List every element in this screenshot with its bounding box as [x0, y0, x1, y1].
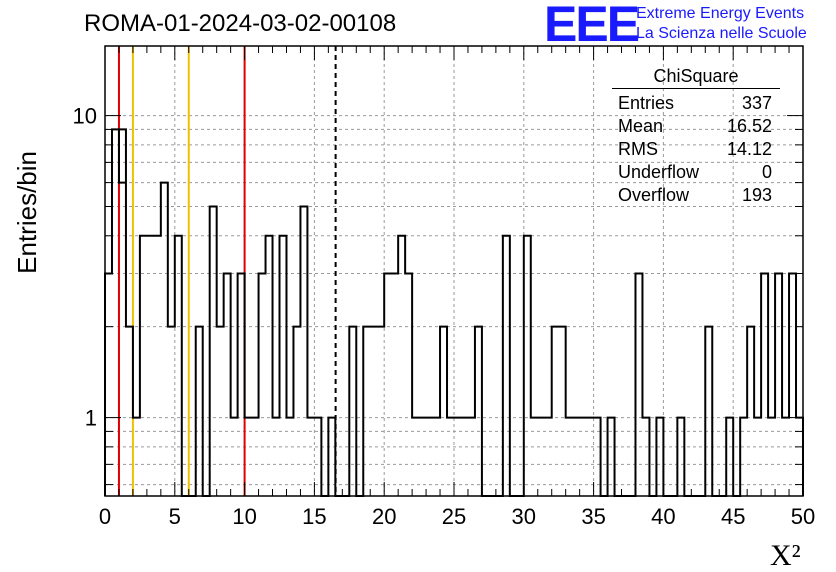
stats-label: RMS — [618, 139, 658, 159]
x-tick-label: 10 — [232, 504, 256, 529]
eee-logo: EEE — [544, 0, 640, 52]
stats-row-mean: Mean 16.52 — [612, 115, 780, 138]
stats-label: Entries — [618, 93, 675, 113]
y-axis-label: Entries/bin — [12, 151, 42, 274]
reference-lines — [117, 46, 337, 496]
stats-label: Overflow — [618, 185, 690, 205]
stats-value: 337 — [741, 93, 772, 113]
x-axis-label: X² — [770, 539, 801, 572]
logo-line-1: Extreme Energy Events — [636, 5, 805, 22]
stats-label: Mean — [618, 116, 664, 136]
histogram-title: ROMA-01-2024-03-02-00108 — [84, 10, 397, 37]
stats-row-rms: RMS 14.12 — [612, 138, 780, 161]
stats-row-entries: Entries 337 — [612, 92, 780, 115]
x-tick-label: 25 — [442, 504, 466, 529]
y-tick-label: 1 — [85, 406, 97, 431]
x-tick-label: 5 — [169, 504, 181, 529]
x-tick-label: 15 — [302, 504, 326, 529]
stats-row-overflow: Overflow 193 — [612, 184, 780, 207]
x-tick-label: 0 — [99, 504, 111, 529]
axis-ticks: 0 5 10 15 20 25 30 35 40 45 50 1 10 — [73, 46, 815, 529]
stats-label: Underflow — [618, 162, 700, 182]
stats-value: 193 — [741, 185, 772, 205]
stats-box-title: ChiSquare — [612, 66, 780, 89]
x-tick-label: 20 — [372, 504, 396, 529]
x-tick-label: 40 — [651, 504, 675, 529]
x-tick-label: 45 — [721, 504, 745, 529]
x-tick-label: 30 — [512, 504, 536, 529]
logo-line-2: La Scienza nelle Scuole — [636, 25, 807, 42]
stats-box: ChiSquare Entries 337 Mean 16.52 RMS 14.… — [612, 66, 780, 207]
histogram-line — [104, 128, 804, 497]
stats-value: 0 — [761, 162, 772, 182]
stats-row-underflow: Underflow 0 — [612, 161, 780, 184]
x-tick-label: 35 — [581, 504, 605, 529]
stats-value: 16.52 — [726, 116, 772, 136]
y-tick-label: 10 — [73, 104, 97, 129]
stats-value: 14.12 — [726, 139, 772, 159]
x-tick-label: 50 — [791, 504, 815, 529]
